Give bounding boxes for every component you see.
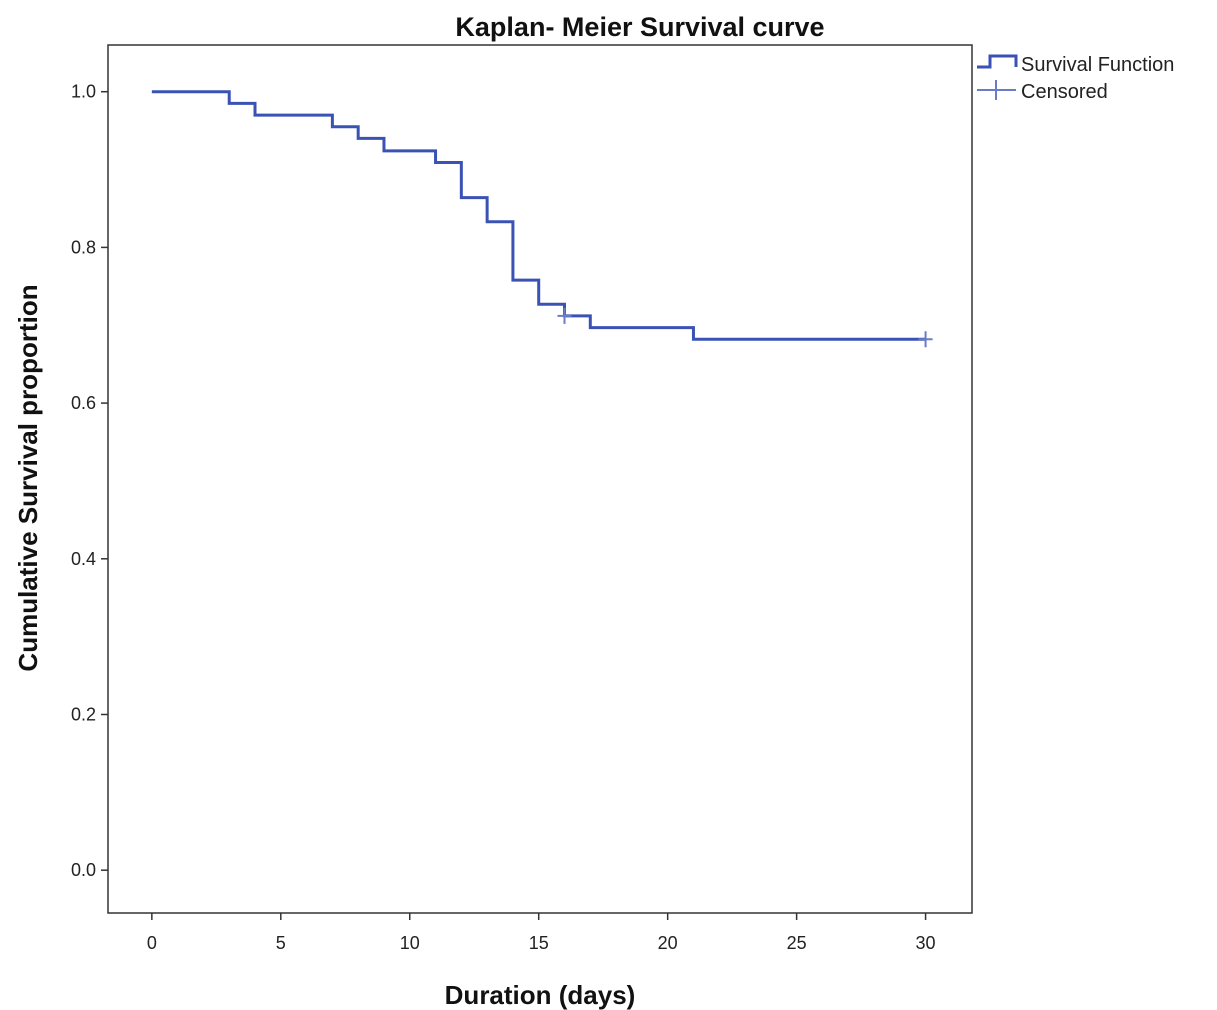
legend-survival-function-swatch	[977, 54, 1018, 69]
legend: Survival Function Censored	[977, 54, 1174, 103]
y-tick-label: 0.8	[71, 237, 96, 257]
x-axis-label: Duration (days)	[445, 980, 636, 1010]
x-axis-ticks: 0 5 10 15 20 25 30	[147, 913, 936, 953]
legend-censored-label: Censored	[1021, 81, 1108, 103]
censored-marker	[918, 331, 933, 348]
x-tick-label: 10	[400, 933, 420, 953]
censored-marker	[557, 307, 572, 324]
y-axis-label: Cumulative Survival proportion	[13, 284, 43, 671]
x-tick-label: 5	[276, 933, 286, 953]
x-tick-label: 30	[916, 933, 936, 953]
y-tick-label: 0.0	[71, 860, 96, 880]
x-tick-label: 20	[658, 933, 678, 953]
y-tick-label: 0.4	[71, 549, 96, 569]
x-tick-label: 0	[147, 933, 157, 953]
chart-title: Kaplan- Meier Survival curve	[455, 12, 824, 42]
legend-survival-function-label: Survival Function	[1021, 54, 1174, 76]
x-tick-label: 25	[787, 933, 807, 953]
plot-area	[107, 44, 973, 914]
survival-function-line	[151, 90, 926, 341]
y-tick-label: 0.6	[71, 393, 96, 413]
series-layer	[151, 90, 933, 348]
y-tick-label: 1.0	[71, 82, 96, 102]
y-tick-label: 0.2	[71, 704, 96, 724]
x-tick-label: 15	[529, 933, 549, 953]
y-axis-ticks: 0.0 0.2 0.4 0.6 0.8 1.0	[71, 82, 108, 880]
